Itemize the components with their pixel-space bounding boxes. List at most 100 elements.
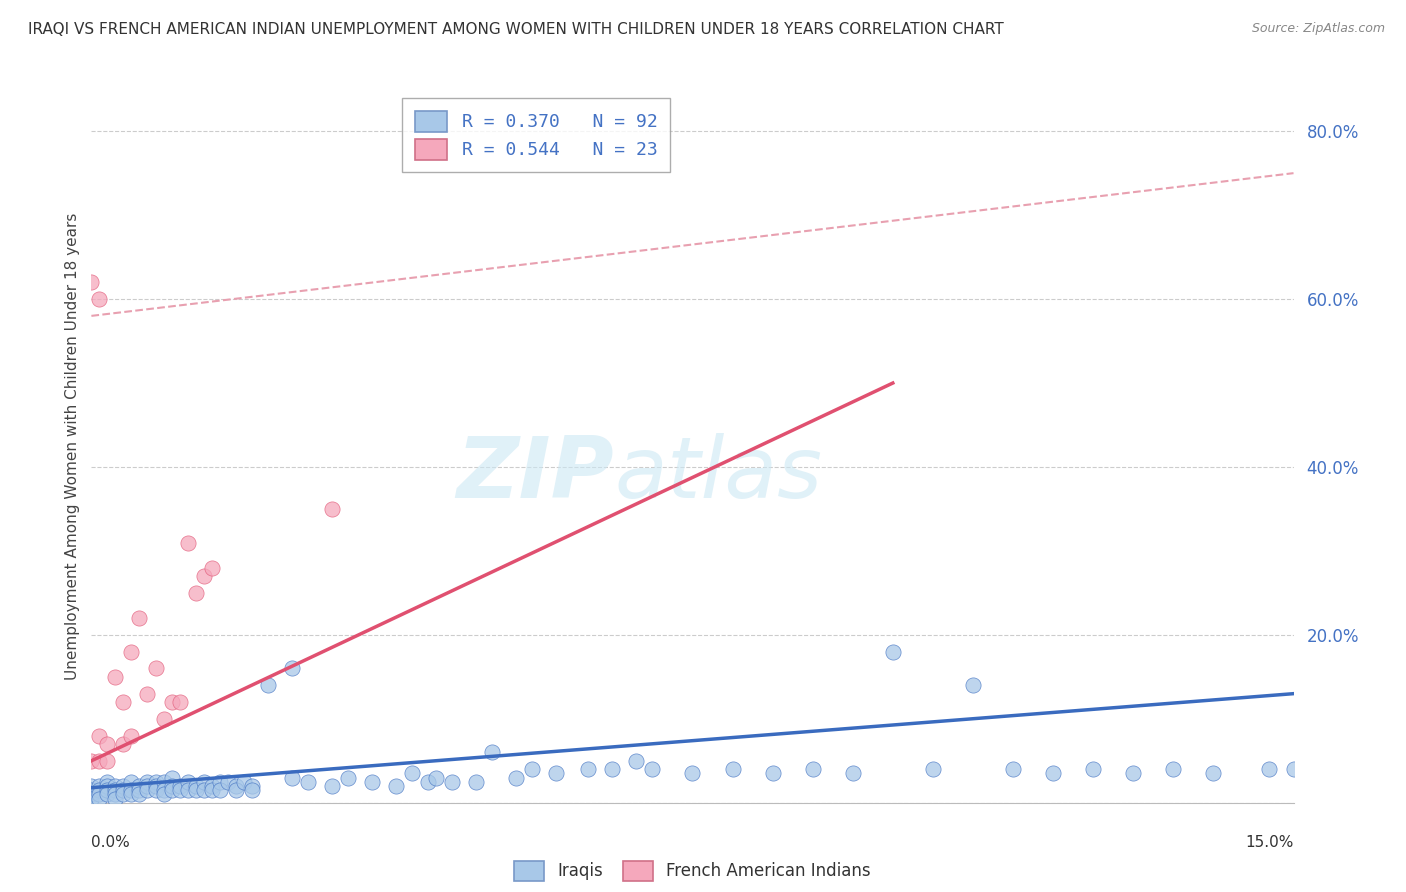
Point [136, 774, 159, 789]
Point [321, 502, 343, 516]
Point [801, 762, 824, 776]
Point [89, 788, 111, 802]
Point [136, 779, 159, 793]
Point [465, 774, 488, 789]
Point [104, 783, 127, 797]
Point [121, 774, 143, 789]
Point [1258, 762, 1281, 776]
Point [160, 779, 183, 793]
Point [385, 779, 408, 793]
Text: IRAQI VS FRENCH AMERICAN INDIAN UNEMPLOYMENT AMONG WOMEN WITH CHILDREN UNDER 18 : IRAQI VS FRENCH AMERICAN INDIAN UNEMPLOY… [28, 22, 1004, 37]
Point [104, 779, 127, 793]
Point [481, 746, 503, 760]
Point [160, 783, 183, 797]
Point [128, 783, 150, 797]
Point [121, 788, 143, 802]
Point [80, 788, 103, 802]
Point [104, 670, 127, 684]
Point [112, 779, 135, 793]
Point [96, 783, 118, 797]
Point [440, 774, 463, 789]
Point [576, 762, 599, 776]
Text: atlas: atlas [614, 433, 823, 516]
Point [522, 762, 544, 776]
Point [225, 783, 247, 797]
Point [121, 645, 143, 659]
Point [321, 779, 343, 793]
Point [1163, 762, 1185, 776]
Point [208, 774, 231, 789]
Point [281, 771, 304, 785]
Point [128, 779, 150, 793]
Point [922, 762, 945, 776]
Point [152, 712, 174, 726]
Point [425, 771, 447, 785]
Point [121, 729, 143, 743]
Point [184, 783, 207, 797]
Point [112, 737, 135, 751]
Point [1202, 766, 1225, 780]
Point [681, 766, 703, 780]
Point [1042, 766, 1064, 780]
Point [89, 729, 111, 743]
Point [1001, 762, 1024, 776]
Point [240, 783, 263, 797]
Point [160, 771, 183, 785]
Point [80, 275, 103, 289]
Text: 0.0%: 0.0% [91, 836, 131, 850]
Text: Source: ZipAtlas.com: Source: ZipAtlas.com [1251, 22, 1385, 36]
Point [882, 645, 904, 659]
Point [152, 788, 174, 802]
Point [193, 774, 215, 789]
Point [121, 783, 143, 797]
Point [169, 695, 191, 709]
Point [281, 661, 304, 675]
Point [626, 754, 648, 768]
Point [112, 695, 135, 709]
Point [1122, 766, 1144, 780]
Point [104, 788, 127, 802]
Point [128, 788, 150, 802]
Point [136, 783, 159, 797]
Point [96, 788, 118, 802]
Point [145, 774, 167, 789]
Point [89, 783, 111, 797]
Point [762, 766, 785, 780]
Point [80, 754, 103, 768]
Point [112, 788, 135, 802]
Point [96, 779, 118, 793]
Point [193, 569, 215, 583]
Point [962, 678, 984, 692]
Point [136, 687, 159, 701]
Y-axis label: Unemployment Among Women with Children Under 18 years: Unemployment Among Women with Children U… [65, 212, 80, 680]
Point [201, 783, 224, 797]
Point [208, 783, 231, 797]
Point [96, 754, 118, 768]
Point [1282, 762, 1305, 776]
Point [89, 292, 111, 306]
Point [201, 560, 224, 574]
Point [160, 695, 183, 709]
Point [416, 774, 439, 789]
Point [256, 678, 278, 692]
Point [401, 766, 423, 780]
Point [145, 783, 167, 797]
Point [201, 779, 224, 793]
Point [184, 586, 207, 600]
Point [169, 783, 191, 797]
Point [176, 774, 198, 789]
Point [80, 791, 103, 805]
Point [96, 774, 118, 789]
Point [80, 783, 103, 797]
Point [176, 783, 198, 797]
Text: 15.0%: 15.0% [1246, 836, 1294, 850]
Point [80, 779, 103, 793]
Point [128, 611, 150, 625]
Point [232, 774, 254, 789]
Point [89, 791, 111, 805]
Point [841, 766, 863, 780]
Point [721, 762, 744, 776]
Point [145, 661, 167, 675]
Point [217, 774, 239, 789]
Point [240, 779, 263, 793]
